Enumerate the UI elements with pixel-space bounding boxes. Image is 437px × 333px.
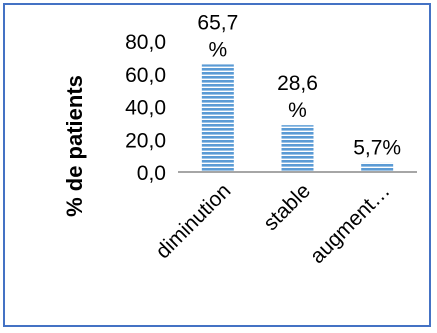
y-axis-label: % de patients xyxy=(62,75,87,217)
data-label: % xyxy=(208,38,227,61)
category-labels: diminution stableaugment… xyxy=(151,179,394,268)
data-label: 65,7 xyxy=(197,11,238,34)
data-label: 5,7% xyxy=(353,137,401,160)
y-tick-label: 0,0 xyxy=(137,162,166,185)
data-label: % xyxy=(288,99,307,122)
bar xyxy=(201,64,234,172)
data-labels: 65,7% 28,6% 5,7% xyxy=(197,11,401,159)
y-tick-label: 40,0 xyxy=(125,97,166,120)
y-axis-ticks: 0,0 20,0 40,0 60,0 80,0 xyxy=(125,31,166,185)
category-label: stable xyxy=(259,179,315,235)
y-tick-label: 20,0 xyxy=(125,129,166,152)
y-tick-label: 80,0 xyxy=(125,31,166,54)
bars xyxy=(201,64,394,172)
data-label: 28,6 xyxy=(277,72,318,95)
category-label: augment… xyxy=(306,179,395,268)
bar xyxy=(361,162,394,172)
y-tick-label: 60,0 xyxy=(125,64,166,87)
bar xyxy=(281,125,314,172)
category-label: diminution xyxy=(151,179,235,263)
